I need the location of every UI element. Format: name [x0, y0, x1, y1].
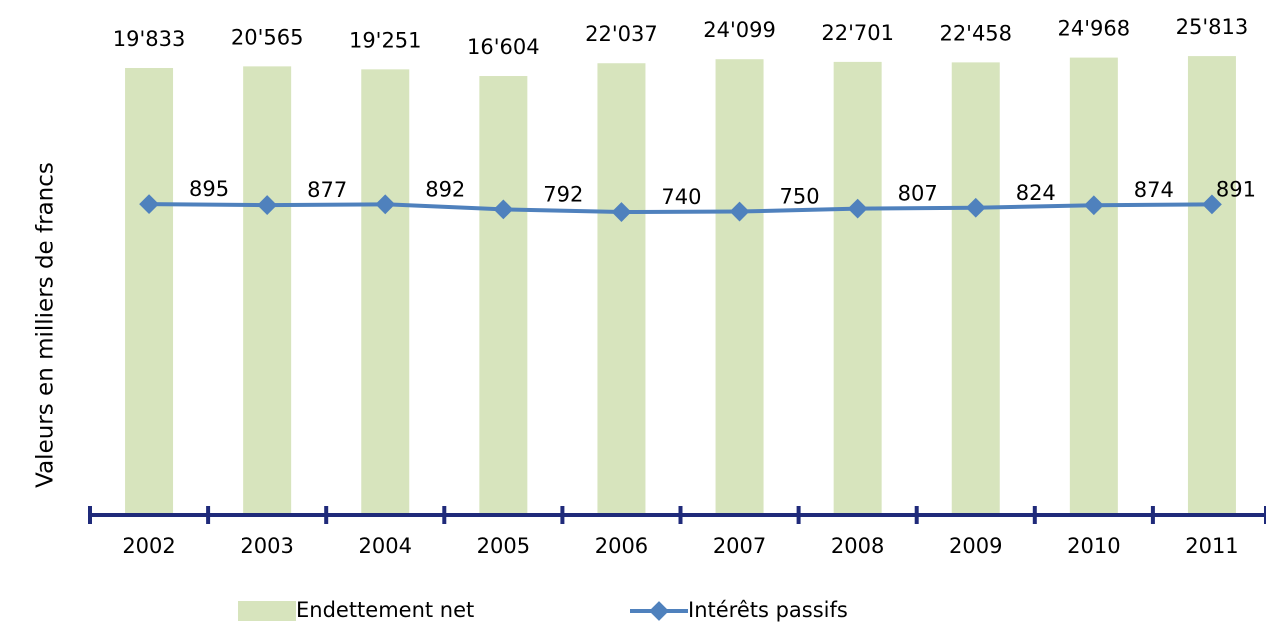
bar — [125, 68, 174, 515]
bar-value-label: 19'251 — [349, 28, 422, 52]
x-tick-label: 2002 — [122, 534, 175, 558]
line-value-label: 792 — [543, 182, 583, 206]
bar — [1069, 57, 1118, 515]
bar — [479, 76, 528, 516]
bar-value-label: 16'604 — [467, 35, 540, 59]
legend-marker — [649, 601, 669, 621]
bar-value-label: 25'813 — [1176, 15, 1249, 39]
x-tick-label: 2004 — [359, 534, 412, 558]
line-marker — [1083, 195, 1104, 216]
line-marker — [375, 194, 396, 215]
line-marker — [493, 199, 514, 220]
line-value-label: 740 — [661, 185, 701, 209]
line-value-label: 877 — [307, 178, 347, 202]
line-value-label: 874 — [1134, 178, 1174, 202]
x-tick-label: 2008 — [831, 534, 884, 558]
line — [149, 202, 1212, 215]
legend-swatch — [238, 601, 296, 621]
line-marker — [139, 194, 159, 215]
line-value-label: 824 — [1016, 181, 1056, 205]
x-tick-label: 2005 — [477, 534, 530, 558]
legend-label: Endettement net — [296, 598, 474, 622]
bar — [715, 59, 764, 516]
bar — [243, 66, 292, 516]
bar-value-label: 19'833 — [113, 27, 186, 51]
x-tick-label: 2003 — [240, 534, 293, 558]
y-axis-title: Valeurs en milliers de francs — [33, 162, 59, 488]
x-tick-label: 2006 — [595, 534, 648, 558]
line-marker — [1202, 194, 1222, 215]
line-value-label: 892 — [425, 177, 465, 201]
line-value-label: 891 — [1216, 177, 1256, 201]
line-marker — [257, 195, 278, 215]
bar — [951, 62, 1000, 516]
x-tick-label: 2007 — [713, 534, 766, 558]
x-tick-label: 2010 — [1067, 534, 1120, 558]
line-value-label: 750 — [780, 185, 820, 209]
bar-value-label: 20'565 — [231, 25, 304, 49]
legend-label: Intérêts passifs — [688, 598, 848, 622]
bar-value-label: 22'037 — [585, 22, 658, 46]
x-tick-label: 2011 — [1185, 534, 1238, 558]
bar-value-label: 24'968 — [1058, 17, 1131, 41]
bar-value-label: 22'701 — [821, 21, 894, 45]
bar-value-label: 22'458 — [939, 21, 1012, 45]
bar — [361, 69, 410, 515]
x-tick-label: 2009 — [949, 534, 1002, 558]
bar-value-label: 24'099 — [703, 18, 776, 42]
line-value-label: 895 — [189, 177, 229, 201]
bar — [597, 63, 646, 515]
line-value-label: 807 — [898, 182, 938, 206]
bar — [833, 61, 882, 515]
bar — [1187, 56, 1236, 516]
